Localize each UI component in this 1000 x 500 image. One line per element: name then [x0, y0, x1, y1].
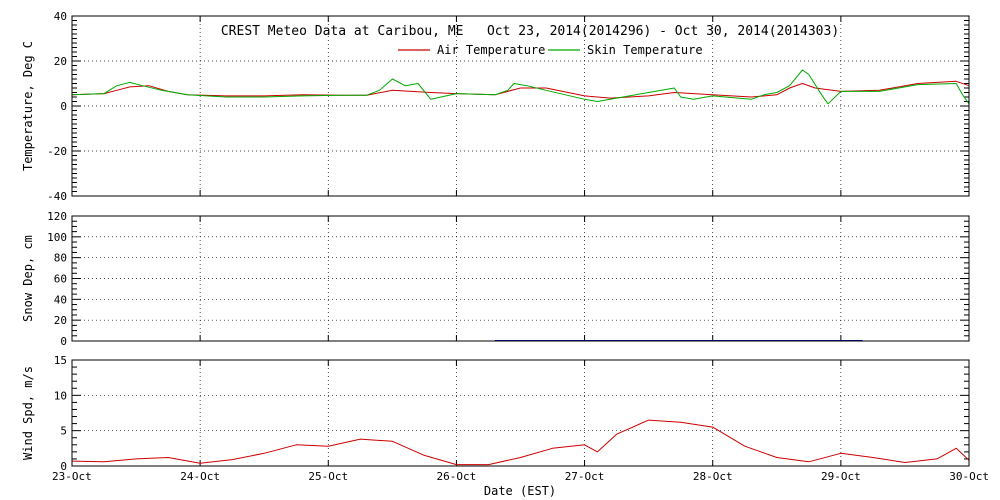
y-tick-label: 40 — [54, 293, 67, 306]
x-tick-label: 26-Oct — [437, 470, 477, 483]
snow-depth-panel: 0 20 40 60 80 100 120 Snow Dep, cm — [21, 210, 970, 348]
y-tick-label: 0 — [60, 335, 67, 348]
y-tick-label: 0 — [60, 460, 67, 473]
plot-frame — [71, 359, 970, 467]
y-tick-label: 120 — [47, 210, 67, 223]
legend: Air Temperature Skin Temperature — [398, 43, 703, 57]
y-axis-title: Wind Spd, m/s — [21, 366, 35, 460]
series-line-0 — [71, 419, 970, 466]
y-tick-label: 0 — [60, 100, 67, 113]
y-tick-label: 60 — [54, 273, 67, 286]
x-tick-label: 23-Oct — [52, 470, 92, 483]
y-tick-label: 40 — [54, 10, 67, 23]
plot-frame — [71, 15, 970, 197]
x-tick-label: 29-Oct — [821, 470, 861, 483]
series-line-1 — [71, 69, 970, 105]
x-tick-labels: 23-Oct 24-Oct 25-Oct 26-Oct 27-Oct 28-Oct 29-O… — [52, 470, 989, 483]
legend-air-label: Air Temperature — [437, 43, 545, 57]
y-tick-label: 10 — [54, 389, 67, 402]
y-tick-label: -20 — [47, 145, 67, 158]
x-tick-label: 24-Oct — [180, 470, 220, 483]
y-tick-label: -40 — [47, 190, 67, 203]
x-tick-label: 27-Oct — [565, 470, 605, 483]
x-tick-label: 30-Oct — [949, 470, 989, 483]
wind-speed-panel: 0 5 10 15 Wind Spd, m/s — [21, 354, 970, 473]
chart-title: CREST Meteo Data at Caribou, ME Oct 23, … — [221, 24, 839, 39]
y-axis-title: Snow Dep, cm — [21, 235, 35, 322]
legend-skin-label: Skin Temperature — [587, 43, 703, 57]
y-tick-label: 20 — [54, 55, 67, 68]
plot-frame — [71, 215, 970, 342]
y-tick-label: 100 — [47, 231, 67, 244]
x-tick-label: 28-Oct — [693, 470, 733, 483]
y-tick-label: 5 — [60, 425, 67, 438]
x-tick-label: 25-Oct — [308, 470, 348, 483]
x-axis-title: Date (EST) — [484, 484, 556, 498]
y-tick-label: 80 — [54, 252, 67, 265]
y-tick-label: 15 — [54, 354, 67, 367]
temperature-panel: -40 -20 0 20 40 Temperature, Deg C — [21, 10, 970, 203]
y-axis-title: Temperature, Deg C — [21, 41, 35, 171]
y-tick-label: 20 — [54, 314, 67, 327]
